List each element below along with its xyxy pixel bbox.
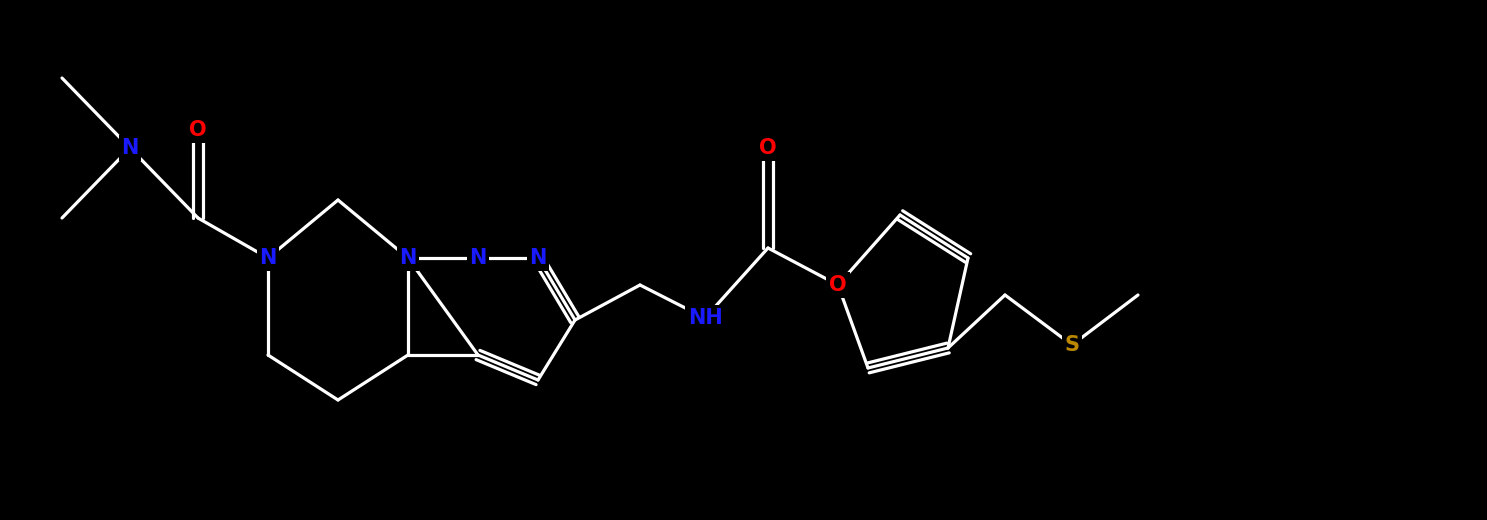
Text: N: N <box>470 248 486 268</box>
Text: NH: NH <box>687 308 723 328</box>
Text: N: N <box>400 248 416 268</box>
Text: O: O <box>189 120 207 140</box>
Text: N: N <box>529 248 547 268</box>
Text: N: N <box>259 248 277 268</box>
Text: O: O <box>760 138 776 158</box>
Text: O: O <box>830 275 846 295</box>
Text: S: S <box>1065 335 1080 355</box>
Text: N: N <box>122 138 138 158</box>
